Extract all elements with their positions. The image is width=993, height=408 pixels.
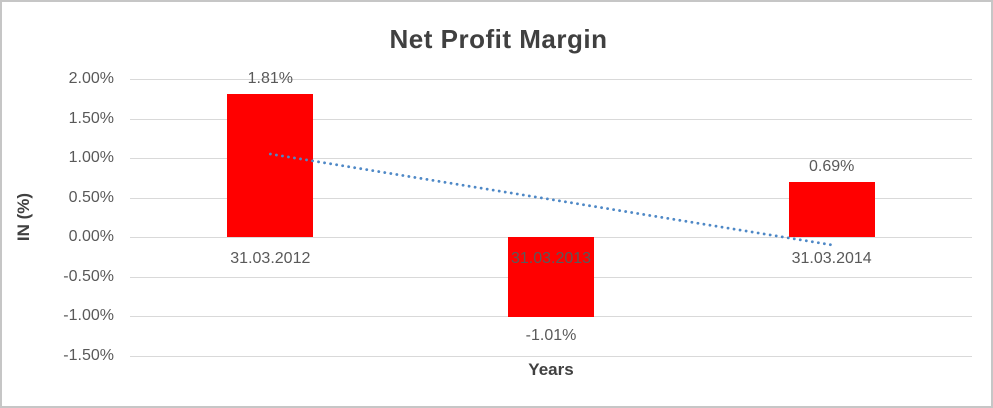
gridline [130,158,972,159]
trendline [268,152,834,247]
x-category-label: 31.03.2013 [510,250,592,267]
x-category-label: 31.03.2014 [791,250,872,267]
y-tick-label: -1.00% [63,307,114,324]
x-category-label: 31.03.2012 [230,250,311,267]
y-tick-label: 1.50% [68,109,114,127]
y-tick-label: -1.50% [63,346,114,364]
bar-value-label: 0.69% [808,158,855,176]
gridline [130,79,972,80]
gridline [130,355,972,357]
gridline [130,118,972,120]
x-axis-title: Years [528,360,574,379]
y-tick-label: 0.00% [68,228,114,245]
bar-value-label: 1.81% [247,70,294,88]
y-tick-label: -0.50% [63,267,114,285]
bar [508,237,594,317]
y-tick-label: 2.00% [68,70,114,87]
y-tick-label: 1.00% [68,149,114,166]
bar [227,94,314,237]
chart-title: Net Profit Margin [389,24,608,54]
plot-area: 31.03.2012 1.81% 31.03.2013 -1.01% 31.03.201… [130,70,972,357]
gridline [130,197,972,199]
y-tick-label: 0.50% [68,188,114,206]
bar [788,182,875,237]
bar-value-label: -1.01% [525,326,577,344]
